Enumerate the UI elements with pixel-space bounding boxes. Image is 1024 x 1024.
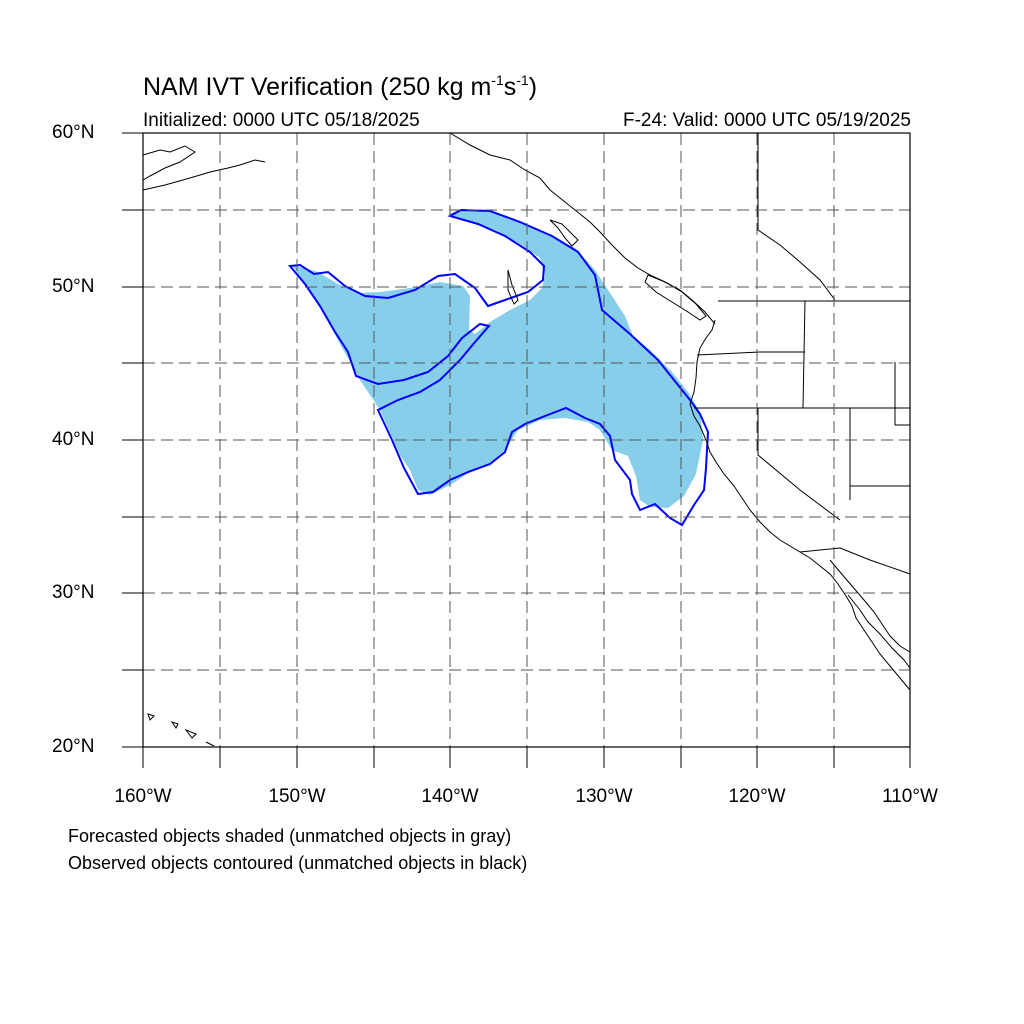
idaho-border xyxy=(802,300,806,409)
map-frame xyxy=(142,132,911,748)
lon-label-120w: 120°W xyxy=(728,786,786,807)
hawaii-islands xyxy=(147,713,215,747)
lon-label-130w: 130°W xyxy=(575,786,633,807)
lat-label-20: 20°N xyxy=(52,736,95,757)
forecast-object xyxy=(292,209,703,508)
alaska-coast xyxy=(142,145,196,181)
map-title: NAM IVT Verification (250 kg m-1s-1) xyxy=(143,72,538,101)
baja-coast xyxy=(829,559,911,653)
lat-label-60: 60°N xyxy=(52,122,95,143)
observed-note: Observed objects contoured (unmatched ob… xyxy=(68,853,528,873)
lat-label-30: 30°N xyxy=(52,582,95,603)
coastlines xyxy=(142,132,911,747)
lon-label-110w: 110°W xyxy=(882,786,938,807)
lat-label-40: 40°N xyxy=(52,429,95,450)
valid-time: F-24: Valid: 0000 UTC 05/19/2025 xyxy=(623,110,911,131)
mexico-border xyxy=(799,547,911,575)
initialized-time: Initialized: 0000 UTC 05/18/2025 xyxy=(143,110,420,131)
gulf-california xyxy=(847,594,911,669)
lat-label-50: 50°N xyxy=(52,276,95,297)
forecast-note: Forecasted objects shaded (unmatched obj… xyxy=(68,826,512,846)
alaska-coast-2 xyxy=(142,159,266,191)
vancouver-island xyxy=(644,274,707,321)
bc-islands xyxy=(549,219,579,247)
us-west-coast xyxy=(689,319,911,691)
lat-lon-grid xyxy=(143,133,910,747)
lon-label-160w: 160°W xyxy=(114,786,172,807)
alaska-panhandle xyxy=(449,132,716,325)
lon-label-150w: 150°W xyxy=(268,786,326,807)
lon-label-140w: 140°W xyxy=(421,786,479,807)
bc-alberta-border xyxy=(757,133,836,301)
ca-nv-border xyxy=(757,408,841,521)
axis-ticks xyxy=(122,132,911,768)
wa-or-border xyxy=(696,351,805,356)
observed-contour-north xyxy=(288,208,710,527)
montana-border xyxy=(894,362,910,426)
